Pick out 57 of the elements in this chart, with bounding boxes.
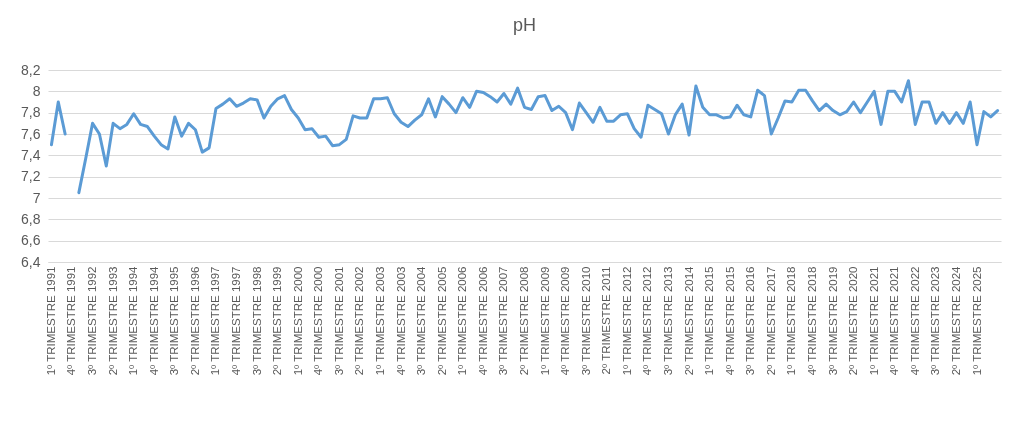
x-tick-label: 4º TRIMESTRE 2018	[805, 266, 818, 376]
x-tick-label: 2º TRIMESTRE 2024	[949, 265, 962, 376]
x-tick-label: 2º TRIMESTRE 2011	[600, 266, 613, 375]
x-tick-label: 4º TRIMESTRE 2009	[559, 266, 572, 376]
x-tick-label: 1º TRIMESTRE 2018	[785, 266, 798, 376]
x-tick-label: 1º TRIMESTRE 2015	[703, 266, 716, 376]
x-tick-label: 3º TRIMESTRE 2023	[929, 266, 942, 376]
x-tick-label: 3º TRIMESTRE 1995	[168, 266, 181, 376]
y-tick-label: 7,6	[21, 125, 41, 142]
x-tick-label: 3º TRIMESTRE 2007	[497, 266, 510, 376]
x-tick-label: 3º TRIMESTRE 2010	[579, 266, 592, 376]
x-tick-label: 2º TRIMESTRE 2017	[764, 266, 777, 376]
x-tick-label: 3º TRIMESTRE 2013	[661, 266, 674, 376]
x-tick-label: 2º TRIMESTRE 2005	[435, 266, 448, 376]
x-tick-label: 1º TRIMESTRE 2006	[456, 266, 469, 376]
x-tick-label: 4º TRIMESTRE 2021	[888, 266, 901, 376]
y-tick-label: 7,4	[21, 146, 41, 163]
x-tick-label: 3º TRIMESTRE 1998	[250, 266, 263, 376]
y-tick-label: 7,2	[21, 168, 41, 185]
x-tick-label: 1º TRIMESTRE 2021	[867, 266, 880, 376]
y-tick-label: 7,8	[21, 104, 41, 121]
x-tick-label: 1º TRIMESTRE 2000	[291, 266, 304, 376]
x-tick-label: 4º TRIMESTRE 2022	[908, 266, 921, 376]
x-tick-label: 2º TRIMESTRE 1996	[188, 266, 201, 376]
x-tick-label: 4º TRIMESTRE 2015	[723, 266, 736, 376]
x-tick-label: 2º TRIMESTRE 1999	[271, 266, 284, 376]
x-tick-label: 3º TRIMESTRE 2016	[744, 266, 757, 376]
y-tick-label: 6,8	[21, 210, 41, 227]
x-tick-label: 1º TRIMESTRE 1994	[127, 265, 140, 376]
x-tick-label: 1º TRIMESTRE 2025	[970, 266, 983, 376]
x-tick-label: 4º TRIMESTRE 1997	[230, 266, 243, 376]
chart-title: pH	[512, 15, 537, 35]
y-tick-label: 8	[32, 82, 41, 99]
y-tick-label: 8,2	[21, 61, 41, 78]
x-tick-label: 2º TRIMESTRE 2008	[518, 266, 530, 376]
x-tick-label: 4º TRIMESTRE 2012	[641, 266, 654, 376]
x-tick-label: 2º TRIMESTRE 2002	[353, 266, 366, 376]
x-tick-label: 1º TRIMESTRE 2003	[374, 266, 387, 376]
x-tick-label: 1º TRIMESTRE 2012	[620, 266, 633, 376]
x-tick-label: 2º TRIMESTRE 1993	[106, 266, 119, 376]
x-tick-label: 4º TRIMESTRE 2006	[476, 266, 489, 376]
x-tick-label: 3º TRIMESTRE 1992	[86, 266, 99, 376]
y-tick-label: 6,4	[21, 253, 41, 270]
x-tick-label: 3º TRIMESTRE 2004	[415, 265, 428, 376]
x-tick-label: 4º TRIMESTRE 1991	[65, 266, 78, 376]
y-tick-label: 6,6	[21, 232, 41, 249]
x-tick-label: 3º TRIMESTRE 2019	[826, 266, 839, 376]
x-tick-label: 1º TRIMESTRE 2009	[538, 266, 551, 376]
y-tick-label: 7	[32, 189, 41, 206]
x-tick-label: 2º TRIMESTRE 2014	[682, 265, 695, 376]
x-tick-label: 4º TRIMESTRE 2000	[312, 266, 325, 376]
x-tick-label: 4º TRIMESTRE 1994	[147, 265, 160, 376]
x-tick-label: 1º TRIMESTRE 1997	[209, 266, 222, 376]
x-tick-label: 4º TRIMESTRE 2003	[394, 266, 407, 376]
x-tick-label: 2º TRIMESTRE 2020	[847, 266, 860, 376]
x-tick-label: 1º TRIMESTRE 1991	[44, 266, 57, 376]
x-tick-label: 3º TRIMESTRE 2001	[332, 266, 345, 376]
